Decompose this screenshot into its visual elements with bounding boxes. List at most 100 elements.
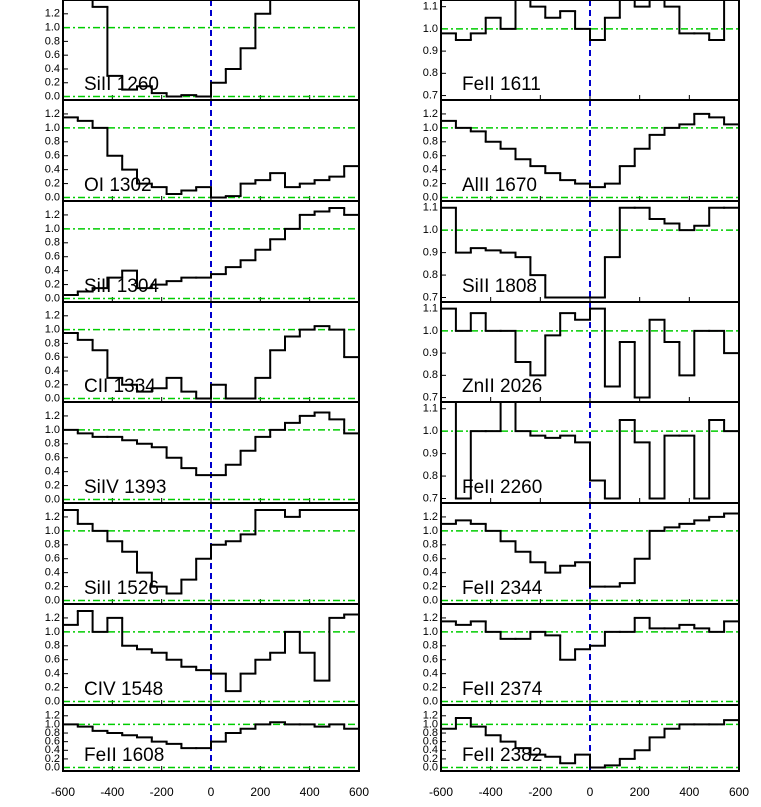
y-tick-label: 0.0 xyxy=(423,191,438,203)
y-tick-label: 0.2 xyxy=(423,580,438,592)
y-tick-label: 1.0 xyxy=(45,626,60,638)
y-tick-label: 0.2 xyxy=(45,580,60,592)
line-label: FeII 2374 xyxy=(462,679,543,700)
y-tick-label: 0.2 xyxy=(45,177,60,189)
spectrum xyxy=(441,512,739,588)
spectrum xyxy=(454,402,739,500)
panel: 0.0 0.20.4 0.6 0.8 1.0 1.2 SiII 1526 xyxy=(45,502,360,606)
y-tick-label: 1.0 xyxy=(45,21,60,33)
y-tick-label: 0.4 xyxy=(45,567,60,579)
line-label: FeII 2382 xyxy=(462,745,542,766)
y-tick-label: 0.0 xyxy=(423,594,438,606)
y-tick-label: 0.8 xyxy=(423,640,438,652)
line-label: FeII 1611 xyxy=(462,74,541,95)
y-tick-label: 0.2 xyxy=(45,681,60,693)
y-tick-label: 0.6 xyxy=(423,553,438,565)
y-tick-label: 0.0 xyxy=(45,594,60,606)
y-tick-label: 0.6 xyxy=(45,553,60,565)
panel: 0.0 0.20.4 0.6 0.8 1.0 1.2 OI 1302 xyxy=(45,99,360,203)
y-tick-label: 0.2 xyxy=(45,479,60,491)
panel: 0.0 0.20.4 0.6 0.8 1.0 1.2 FeII 2344 xyxy=(423,502,740,606)
y-tick-label: 0.2 xyxy=(45,379,60,391)
y-tick-label: 0.6 xyxy=(423,654,438,666)
y-tick-label: 1.0 xyxy=(423,525,438,537)
y-tick-label: 0.4 xyxy=(45,466,60,478)
y-tick-label: 0.8 xyxy=(45,640,60,652)
y-tick-label: 1.0 xyxy=(45,122,60,134)
spectrum xyxy=(63,609,359,693)
spectrum xyxy=(63,206,359,297)
y-tick-label: 0.8 xyxy=(45,337,60,349)
panel: 0.0 0.20.4 0.6 0.8 1.0 1.2 CIV 1548 xyxy=(45,603,360,707)
line-label: ZnII 2026 xyxy=(462,376,542,397)
y-tick-label: 1.2 xyxy=(45,612,60,624)
panel: 0.00.20.40.60.81.01.2 -600 -400 -200 0 200 400… xyxy=(423,704,749,799)
y-tick-label: 0.4 xyxy=(45,365,60,377)
line-label: SiII 1304 xyxy=(84,276,159,297)
y-tick-label: 0.2 xyxy=(45,278,60,290)
y-tick-label: 0.6 xyxy=(423,736,438,748)
y-tick-label: 1.0 xyxy=(423,425,438,437)
x-tick-label: 400 xyxy=(300,785,320,799)
x-tick-label: 200 xyxy=(250,785,270,799)
y-tick-label: 0.2 xyxy=(423,681,438,693)
y-tick-label: 1.0 xyxy=(423,626,438,638)
y-tick-label: 0.8 xyxy=(423,369,438,381)
panel: 0.7 0.8 0.9 1.0 1.1 SiII 1808 xyxy=(423,200,740,303)
y-tick-label: 0.8 xyxy=(423,539,438,551)
y-tick-label: 0.8 xyxy=(45,35,60,47)
y-tick-label: 0.9 xyxy=(423,247,438,259)
y-tick-label: 1.2 xyxy=(45,410,60,422)
spectrum xyxy=(441,0,726,41)
y-tick-label: 0.6 xyxy=(45,49,60,61)
line-label: SiIV 1393 xyxy=(84,477,166,498)
panel: 0.7 0.8 0.9 1.0 1.1 FeII 2260 xyxy=(423,401,740,504)
x-tick-label: 200 xyxy=(630,785,650,799)
x-tick-label: 600 xyxy=(349,785,369,799)
x-tick-label: 400 xyxy=(679,785,699,799)
y-tick-label: 0.4 xyxy=(423,567,438,579)
y-tick-label: 0.0 xyxy=(45,392,60,404)
spectrum xyxy=(441,206,739,299)
x-tick-label: -600 xyxy=(429,785,453,799)
line-label: AlII 1670 xyxy=(462,175,537,196)
y-tick-label: 1.2 xyxy=(45,108,60,120)
y-tick-label: 1.2 xyxy=(423,108,438,120)
y-tick-label: 0.2 xyxy=(423,753,438,765)
y-tick-label: 0.2 xyxy=(45,753,60,765)
spectrum xyxy=(441,112,739,189)
y-tick-label: 0.6 xyxy=(45,654,60,666)
y-tick-label: 0.8 xyxy=(45,539,60,551)
spectrum xyxy=(441,307,739,399)
x-tick-label: 600 xyxy=(729,785,749,799)
y-tick-label: 0.7 xyxy=(423,492,438,504)
panel: 0.7 0.8 0.9 1.0 1.1 FeII 1611 xyxy=(423,0,740,101)
y-tick-label: 0.6 xyxy=(45,251,60,263)
panel: 0.00.20.40.60.81.01.2 -600 -400 -200 0 200 400… xyxy=(45,704,369,799)
y-tick-label: 0.0 xyxy=(423,761,438,773)
panel: 0.7 0.8 0.9 1.0 1.1 ZnII 2026 xyxy=(423,301,740,403)
y-tick-label: 1.0 xyxy=(45,718,60,730)
y-tick-label: 0.8 xyxy=(45,136,60,148)
y-tick-label: 0.4 xyxy=(45,668,60,680)
line-label: CIV 1548 xyxy=(84,679,163,700)
frame xyxy=(440,704,740,772)
y-tick-label: 0.0 xyxy=(45,493,60,505)
x-tick-label: -600 xyxy=(51,785,75,799)
y-tick-label: 0.9 xyxy=(423,45,438,57)
spectrum xyxy=(63,411,359,477)
y-tick-label: 0.8 xyxy=(45,438,60,450)
y-tick-label: 0.0 xyxy=(45,695,60,707)
y-tick-label: 1.0 xyxy=(423,718,438,730)
y-tick-label: 1.2 xyxy=(45,310,60,322)
y-tick-label: 0.0 xyxy=(45,191,60,203)
line-label: FeII 1608 xyxy=(84,745,164,766)
y-tick-label: 0.8 xyxy=(45,727,60,739)
y-tick-label: 1.1 xyxy=(423,202,438,214)
y-tick-label: 1.2 xyxy=(423,710,438,722)
y-tick-label: 1.0 xyxy=(423,224,438,236)
panel: 0.00.2 0.4 0.6 0.8 1.01.2 SiII 1260 xyxy=(45,0,360,102)
x-tick-label: -400 xyxy=(479,785,503,799)
line-label: SiII 1808 xyxy=(462,276,537,297)
